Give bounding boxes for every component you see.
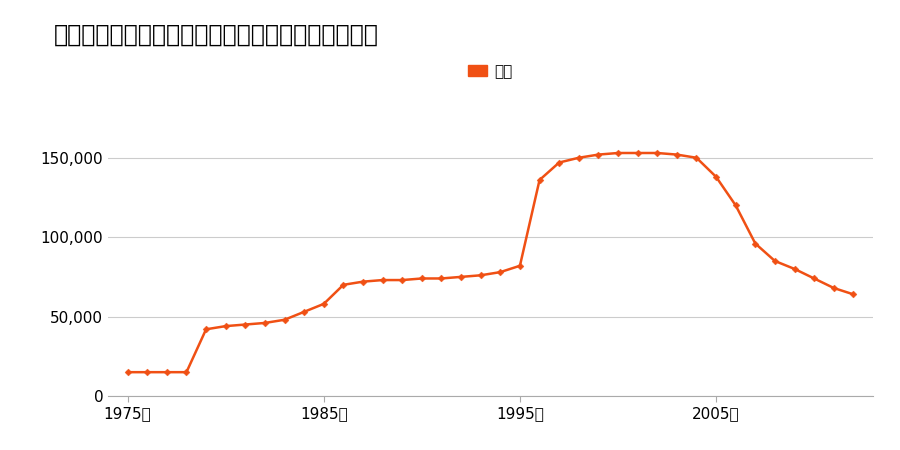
- Text: 秋田県秋田市牛島字大野中道下段２番１の地価推移: 秋田県秋田市牛島字大野中道下段２番１の地価推移: [54, 22, 379, 46]
- Legend: 価格: 価格: [463, 58, 518, 85]
